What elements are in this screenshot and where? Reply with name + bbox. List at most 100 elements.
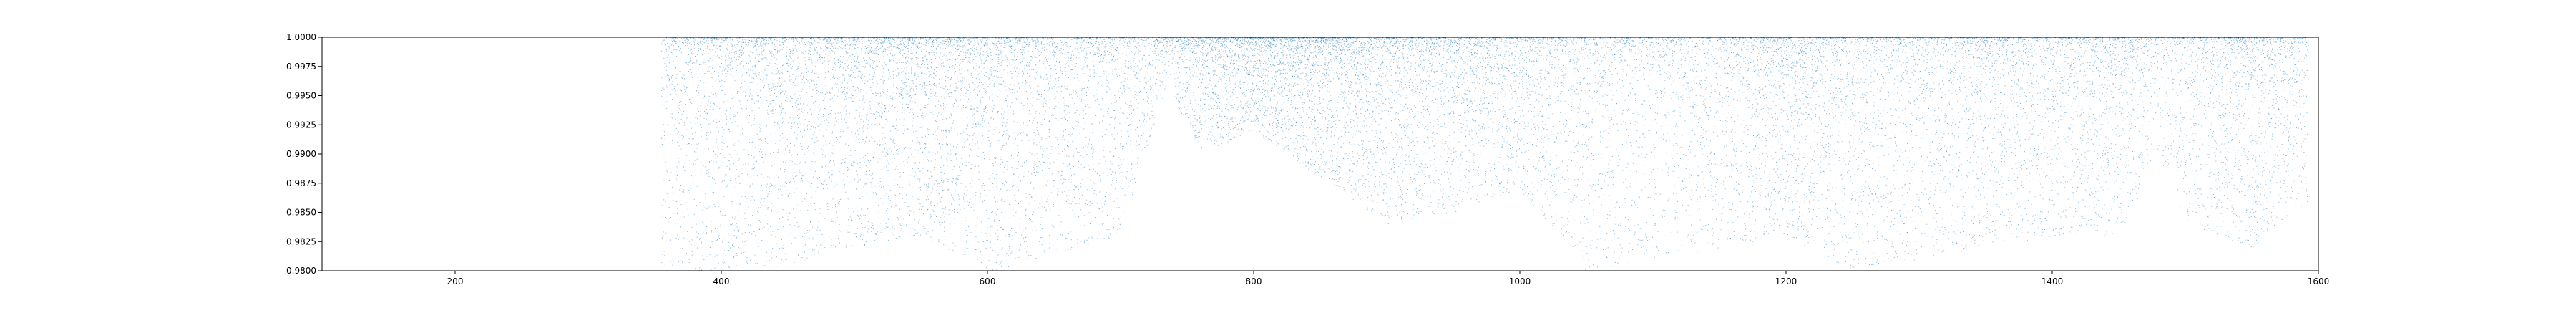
scatter-point: [798, 253, 799, 254]
scatter-point: [820, 244, 821, 246]
scatter-point: [736, 64, 738, 66]
scatter-point: [691, 53, 693, 54]
scatter-point: [824, 38, 825, 39]
scatter-point: [924, 183, 925, 185]
scatter-point: [842, 130, 844, 132]
scatter-point: [771, 51, 773, 52]
scatter-point: [718, 45, 720, 47]
scatter-point: [828, 37, 829, 39]
scatter-point: [834, 39, 836, 41]
scatter-point: [726, 110, 728, 111]
scatter-point: [760, 97, 761, 98]
scatter-point: [921, 115, 922, 117]
scatter-point: [806, 257, 808, 259]
scatter-point: [772, 83, 774, 85]
scatter-point: [901, 91, 902, 92]
scatter-point: [680, 110, 681, 111]
scatter-point: [711, 77, 713, 78]
scatter-point: [711, 49, 713, 50]
scatter-point: [865, 241, 867, 243]
scatter-point: [817, 226, 819, 228]
scatter-point: [738, 56, 740, 57]
scatter-point: [909, 215, 910, 216]
scatter-point: [930, 216, 932, 217]
scatter-point: [704, 96, 706, 97]
scatter-point: [882, 76, 883, 77]
scatter-point: [774, 39, 775, 41]
scatter-point: [877, 38, 878, 39]
scatter-point: [884, 48, 886, 49]
scatter-point: [731, 201, 733, 203]
scatter-point: [829, 176, 830, 178]
scatter-point: [769, 37, 771, 39]
scatter-point: [822, 100, 824, 101]
scatter-point: [928, 37, 930, 39]
scatter-point: [715, 183, 716, 184]
scatter-point: [781, 122, 783, 124]
scatter-point: [683, 110, 685, 112]
scatter-point: [746, 198, 748, 199]
scatter-point: [772, 248, 774, 249]
scatter-point: [749, 89, 751, 90]
scatter-point: [797, 40, 799, 42]
scatter-point: [767, 196, 769, 197]
scatter-point: [912, 37, 913, 39]
scatter-point: [915, 57, 917, 58]
scatter-point: [831, 245, 832, 246]
scatter-point: [854, 77, 856, 78]
scatter-point: [719, 238, 720, 239]
scatter-point: [684, 170, 686, 172]
scatter-point: [802, 201, 803, 202]
scatter-point: [944, 221, 945, 223]
scatter-point: [844, 78, 846, 80]
scatter-point: [881, 43, 882, 44]
scatter-point: [818, 91, 819, 92]
scatter-point: [743, 52, 745, 54]
scatter-point: [715, 51, 716, 52]
scatter-point: [736, 223, 737, 224]
scatter-point: [935, 105, 936, 107]
scatter-point: [766, 183, 768, 185]
scatter-point: [769, 37, 770, 39]
scatter-point: [881, 39, 882, 41]
scatter-point: [889, 190, 891, 191]
scatter-point: [943, 208, 945, 209]
scatter-point: [779, 85, 781, 87]
scatter-point: [781, 83, 782, 85]
scatter-point: [904, 44, 905, 45]
scatter-point: [950, 160, 952, 161]
scatter-point: [792, 74, 794, 75]
scatter-point: [738, 229, 740, 231]
scatter-point: [761, 54, 763, 56]
scatter-point: [885, 155, 887, 157]
scatter-point: [904, 67, 905, 69]
scatter-point: [909, 39, 910, 40]
scatter-point: [741, 196, 743, 197]
scatter-point: [686, 38, 688, 39]
scatter-point: [689, 60, 691, 62]
scatter-point: [896, 118, 897, 120]
scatter-point: [670, 76, 672, 77]
scatter-point: [708, 70, 710, 72]
scatter-point: [897, 62, 898, 64]
scatter-point: [900, 38, 902, 39]
scatter-point: [771, 203, 773, 204]
scatter-point: [767, 176, 769, 178]
scatter-point: [669, 62, 670, 64]
scatter-point: [879, 115, 881, 117]
scatter-point: [892, 59, 894, 61]
scatter-point: [933, 183, 935, 185]
scatter-point: [824, 60, 825, 62]
scatter-point: [734, 80, 736, 81]
scatter-point: [796, 69, 798, 70]
scatter-point: [739, 62, 741, 64]
scatter-point: [694, 132, 696, 133]
scatter-point: [854, 65, 856, 67]
scatter-point: [844, 118, 846, 120]
scatter-point: [832, 50, 834, 52]
scatter-point: [890, 59, 892, 61]
scatter-point: [862, 127, 864, 129]
scatter-point: [680, 89, 681, 90]
scatter-point: [703, 39, 705, 40]
